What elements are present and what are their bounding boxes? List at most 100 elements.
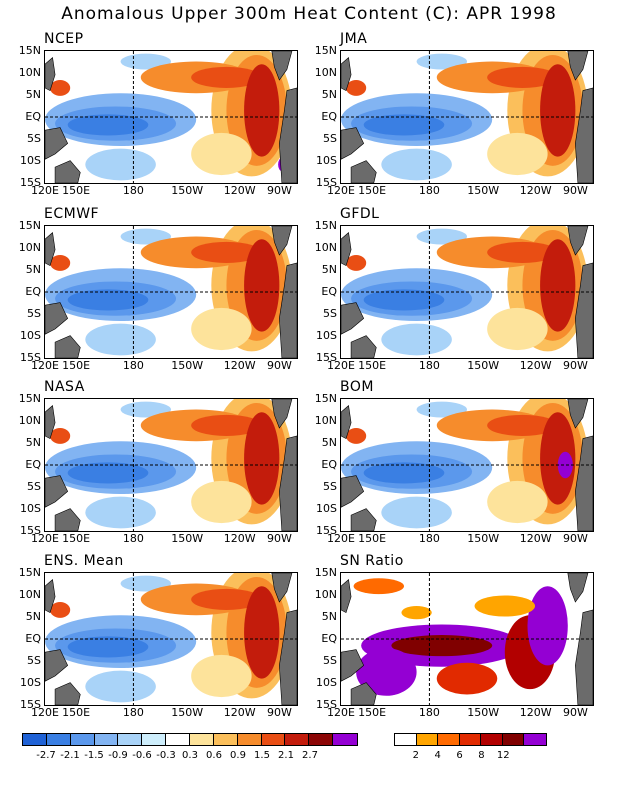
land-mask [567, 226, 589, 256]
warm-region [487, 132, 548, 176]
map-panel-ens-mean [44, 572, 298, 706]
colorbar-label: 4 [434, 750, 441, 761]
cool-region [67, 462, 149, 484]
colorbar-label: 1.5 [254, 750, 270, 761]
lat-tick-label: 5S [323, 132, 337, 145]
lat-tick-label: 5N [321, 88, 337, 101]
colorbar-label: 12 [496, 750, 510, 761]
land-mask [350, 160, 377, 183]
cool-region [67, 636, 149, 658]
lat-tick-label: 10N [314, 588, 337, 601]
lon-tick-label: 180 [418, 532, 440, 545]
warm-region [191, 480, 252, 524]
lat-tick-label: 15S [20, 524, 41, 537]
warm-region [244, 239, 280, 332]
lat-tick-label: 15S [316, 351, 337, 364]
lat-tick-label: 15N [314, 219, 337, 232]
high-snr-region [527, 586, 568, 666]
land-mask [45, 649, 69, 682]
panel-title: NCEP [44, 31, 84, 47]
panel-title: ECMWF [44, 206, 100, 222]
panel-title: NASA [44, 379, 85, 395]
colorbar-label: -2.7 [36, 750, 56, 761]
lon-tick-label: 150W [467, 532, 500, 545]
lat-tick-label: EQ [25, 458, 41, 471]
lon-tick-label: 150W [171, 184, 204, 197]
colorbar-swatch [190, 734, 214, 745]
lat-tick-label: 5S [323, 654, 337, 667]
lat-tick-label: 10N [314, 66, 337, 79]
warm-region [191, 132, 252, 176]
map-panel-sn-ratio [340, 572, 594, 706]
lon-tick-label: 120W [519, 706, 552, 719]
land-mask [45, 579, 56, 614]
lat-tick-label: 5N [321, 263, 337, 276]
lat-tick-label: 5S [27, 654, 41, 667]
lat-tick-label: 15N [18, 566, 41, 579]
warm-region [191, 588, 262, 610]
panel-title: GFDL [340, 206, 380, 222]
lon-tick-label: 120E [31, 184, 59, 197]
land-mask [45, 127, 69, 160]
land-mask [54, 682, 81, 705]
lat-tick-label: 10S [20, 676, 41, 689]
warm-region [487, 66, 558, 88]
warm-spot [50, 428, 71, 444]
colorbar-swatch [213, 734, 238, 745]
warm-region [540, 64, 576, 157]
land-mask [350, 682, 377, 705]
lat-tick-label: EQ [321, 110, 337, 123]
lon-tick-label: 180 [418, 184, 440, 197]
lat-tick-label: 5N [25, 610, 41, 623]
land-mask [567, 51, 589, 81]
lat-tick-label: 10S [20, 154, 41, 167]
cool-region [381, 148, 452, 181]
panel-title: ENS. Mean [44, 553, 124, 569]
land-mask [271, 573, 293, 603]
lat-tick-label: 10S [316, 154, 337, 167]
anomaly-colorbar [22, 733, 358, 746]
colorbar-label: -2.1 [60, 750, 80, 761]
warm-region [191, 414, 262, 436]
cool-region [85, 323, 156, 356]
colorbar-swatch [524, 734, 547, 745]
land-mask [341, 475, 365, 508]
lat-tick-label: 15S [316, 176, 337, 189]
cool-region [67, 114, 149, 136]
panel-title: BOM [340, 379, 374, 395]
lat-tick-label: 15N [314, 392, 337, 405]
land-mask [341, 57, 352, 92]
high-snr-region [356, 648, 417, 696]
colorbar-label: 2.7 [302, 750, 318, 761]
lon-tick-label: 150E [358, 184, 387, 197]
colorbar-swatch [309, 734, 334, 745]
lon-tick-label: 90W [266, 359, 292, 372]
lat-tick-label: 15N [314, 44, 337, 57]
figure-title: Anomalous Upper 300m Heat Content (C): A… [61, 4, 557, 24]
lon-tick-label: 150E [358, 706, 387, 719]
land-mask [575, 435, 593, 531]
cool-region [85, 670, 156, 703]
lat-tick-label: 10S [316, 676, 337, 689]
panel-title: SN Ratio [340, 553, 404, 569]
lat-tick-label: EQ [25, 110, 41, 123]
colorbar-label: -0.9 [108, 750, 128, 761]
lat-tick-label: 15S [20, 351, 41, 364]
lat-tick-label: EQ [321, 285, 337, 298]
colorbar-swatch [481, 734, 503, 745]
warm-region [487, 414, 558, 436]
lat-tick-label: 10N [314, 414, 337, 427]
lon-tick-label: 90W [562, 706, 588, 719]
land-mask [350, 335, 377, 358]
warm-spot [50, 255, 71, 271]
land-mask [45, 475, 69, 508]
mid-snr-region [353, 578, 404, 595]
lon-tick-label: 120W [519, 532, 552, 545]
lat-tick-label: 5S [323, 480, 337, 493]
colorbar-swatch [23, 734, 47, 745]
lon-tick-label: 150W [467, 184, 500, 197]
map-panel-ecmwf [44, 225, 298, 359]
warm-region [244, 586, 280, 679]
lon-tick-label: 120W [519, 359, 552, 372]
land-mask [54, 335, 81, 358]
